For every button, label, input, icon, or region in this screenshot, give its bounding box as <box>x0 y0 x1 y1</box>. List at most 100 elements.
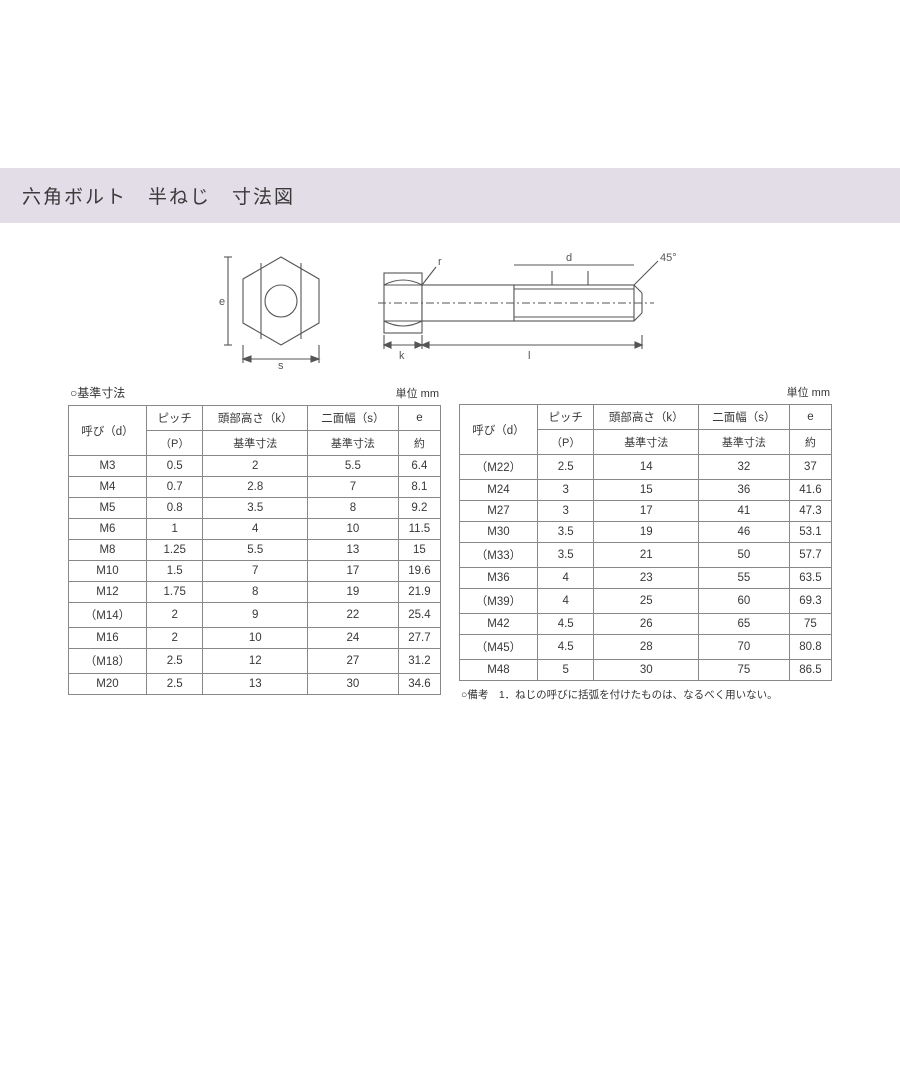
page-title: 六角ボルト 半ねじ 寸法図 <box>22 182 878 209</box>
cell-k: 3.5 <box>203 498 308 519</box>
table-row: M303.5194653.1 <box>460 522 832 543</box>
label-l: l <box>528 350 530 362</box>
hex-front-view: e s <box>206 245 356 370</box>
table-row: （M33）3.5215057.7 <box>460 543 832 568</box>
cell-e: 47.3 <box>789 501 831 522</box>
cell-s: 60 <box>699 589 790 614</box>
cell-k: 2.8 <box>203 477 308 498</box>
cell-e: 27.7 <box>398 628 440 649</box>
cell-yobi: （M18） <box>69 649 147 674</box>
cell-k: 7 <box>203 561 308 582</box>
left-table-block: ○基準寸法 単位 mm 呼び（d） ピッチ 頭部高さ（k） 二面幅（s） e （… <box>68 384 441 702</box>
cell-k: 12 <box>203 649 308 674</box>
label-d: d <box>566 252 572 264</box>
cell-e: 53.1 <box>789 522 831 543</box>
cell-pitch: 1.25 <box>146 540 203 561</box>
col-e-top: e <box>398 406 440 431</box>
col-head-top: 頭部高さ（k） <box>203 406 308 431</box>
table-row: M162102427.7 <box>69 628 441 649</box>
cell-pitch: 2.5 <box>146 674 203 695</box>
col-e-sub: 約 <box>398 431 440 456</box>
cell-pitch: 4 <box>537 568 594 589</box>
cell-k: 2 <box>203 456 308 477</box>
cell-s: 17 <box>308 561 399 582</box>
left-unit-label: 単位 mm <box>396 385 439 401</box>
cell-e: 41.6 <box>789 480 831 501</box>
table-row: M273174147.3 <box>460 501 832 522</box>
cell-pitch: 3 <box>537 501 594 522</box>
cell-e: 9.2 <box>398 498 440 519</box>
cell-s: 46 <box>699 522 790 543</box>
cell-pitch: 1 <box>146 519 203 540</box>
table-row: M364235563.5 <box>460 568 832 589</box>
cell-yobi: M27 <box>460 501 538 522</box>
cell-s: 19 <box>308 582 399 603</box>
cell-k: 26 <box>594 614 699 635</box>
cell-k: 10 <box>203 628 308 649</box>
table-row: M81.255.51315 <box>69 540 441 561</box>
cell-k: 19 <box>594 522 699 543</box>
table-row: M50.83.589.2 <box>69 498 441 519</box>
label-k: k <box>399 350 405 362</box>
col-yobi-r: 呼び（d） <box>460 405 538 455</box>
cell-yobi: （M14） <box>69 603 147 628</box>
table-row: M424.5266575 <box>460 614 832 635</box>
cell-yobi: M42 <box>460 614 538 635</box>
cell-s: 8 <box>308 498 399 519</box>
cell-s: 22 <box>308 603 399 628</box>
cell-yobi: （M22） <box>460 455 538 480</box>
cell-yobi: M36 <box>460 568 538 589</box>
cell-s: 5.5 <box>308 456 399 477</box>
right-dimension-table: 呼び（d） ピッチ 頭部高さ（k） 二面幅（s） e （P） 基準寸法 基準寸法… <box>459 404 832 681</box>
col-pitch-top: ピッチ <box>146 406 203 431</box>
cell-pitch: 1.75 <box>146 582 203 603</box>
cell-k: 28 <box>594 635 699 660</box>
cell-s: 24 <box>308 628 399 649</box>
cell-yobi: M4 <box>69 477 147 498</box>
cell-k: 21 <box>594 543 699 568</box>
cell-pitch: 4.5 <box>537 635 594 660</box>
cell-pitch: 4 <box>537 589 594 614</box>
cell-k: 8 <box>203 582 308 603</box>
table-row: M6141011.5 <box>69 519 441 540</box>
table-row: （M39）4256069.3 <box>460 589 832 614</box>
col-width-top: 二面幅（s） <box>308 406 399 431</box>
label-s: s <box>278 360 284 370</box>
cell-k: 25 <box>594 589 699 614</box>
cell-s: 32 <box>699 455 790 480</box>
table-note: ○備考 1．ねじの呼びに括弧を付けたものは、なるべく用いない。 <box>459 681 832 702</box>
cell-yobi: （M45） <box>460 635 538 660</box>
col-width-top-r: 二面幅（s） <box>699 405 790 430</box>
cell-pitch: 2.5 <box>146 649 203 674</box>
right-unit-label: 単位 mm <box>787 384 830 400</box>
cell-yobi: （M39） <box>460 589 538 614</box>
left-dimension-table: 呼び（d） ピッチ 頭部高さ（k） 二面幅（s） e （P） 基準寸法 基準寸法… <box>68 405 441 695</box>
cell-e: 25.4 <box>398 603 440 628</box>
col-head-sub-r: 基準寸法 <box>594 430 699 455</box>
cell-pitch: 5 <box>537 660 594 681</box>
cell-k: 17 <box>594 501 699 522</box>
col-e-sub-r: 約 <box>789 430 831 455</box>
cell-e: 86.5 <box>789 660 831 681</box>
cell-s: 30 <box>308 674 399 695</box>
cell-k: 30 <box>594 660 699 681</box>
cell-s: 7 <box>308 477 399 498</box>
cell-e: 34.6 <box>398 674 440 695</box>
cell-pitch: 3.5 <box>537 543 594 568</box>
cell-yobi: M48 <box>460 660 538 681</box>
cell-e: 75 <box>789 614 831 635</box>
label-e: e <box>219 296 225 308</box>
label-r: r <box>438 256 442 268</box>
diagram-area: e s <box>0 223 900 384</box>
cell-s: 36 <box>699 480 790 501</box>
cell-s: 65 <box>699 614 790 635</box>
table-row: M101.571719.6 <box>69 561 441 582</box>
cell-e: 11.5 <box>398 519 440 540</box>
cell-yobi: M5 <box>69 498 147 519</box>
col-head-top-r: 頭部高さ（k） <box>594 405 699 430</box>
cell-pitch: 1.5 <box>146 561 203 582</box>
cell-s: 50 <box>699 543 790 568</box>
col-yobi: 呼び（d） <box>69 406 147 456</box>
label-angle: 45° <box>660 252 677 264</box>
cell-e: 57.7 <box>789 543 831 568</box>
